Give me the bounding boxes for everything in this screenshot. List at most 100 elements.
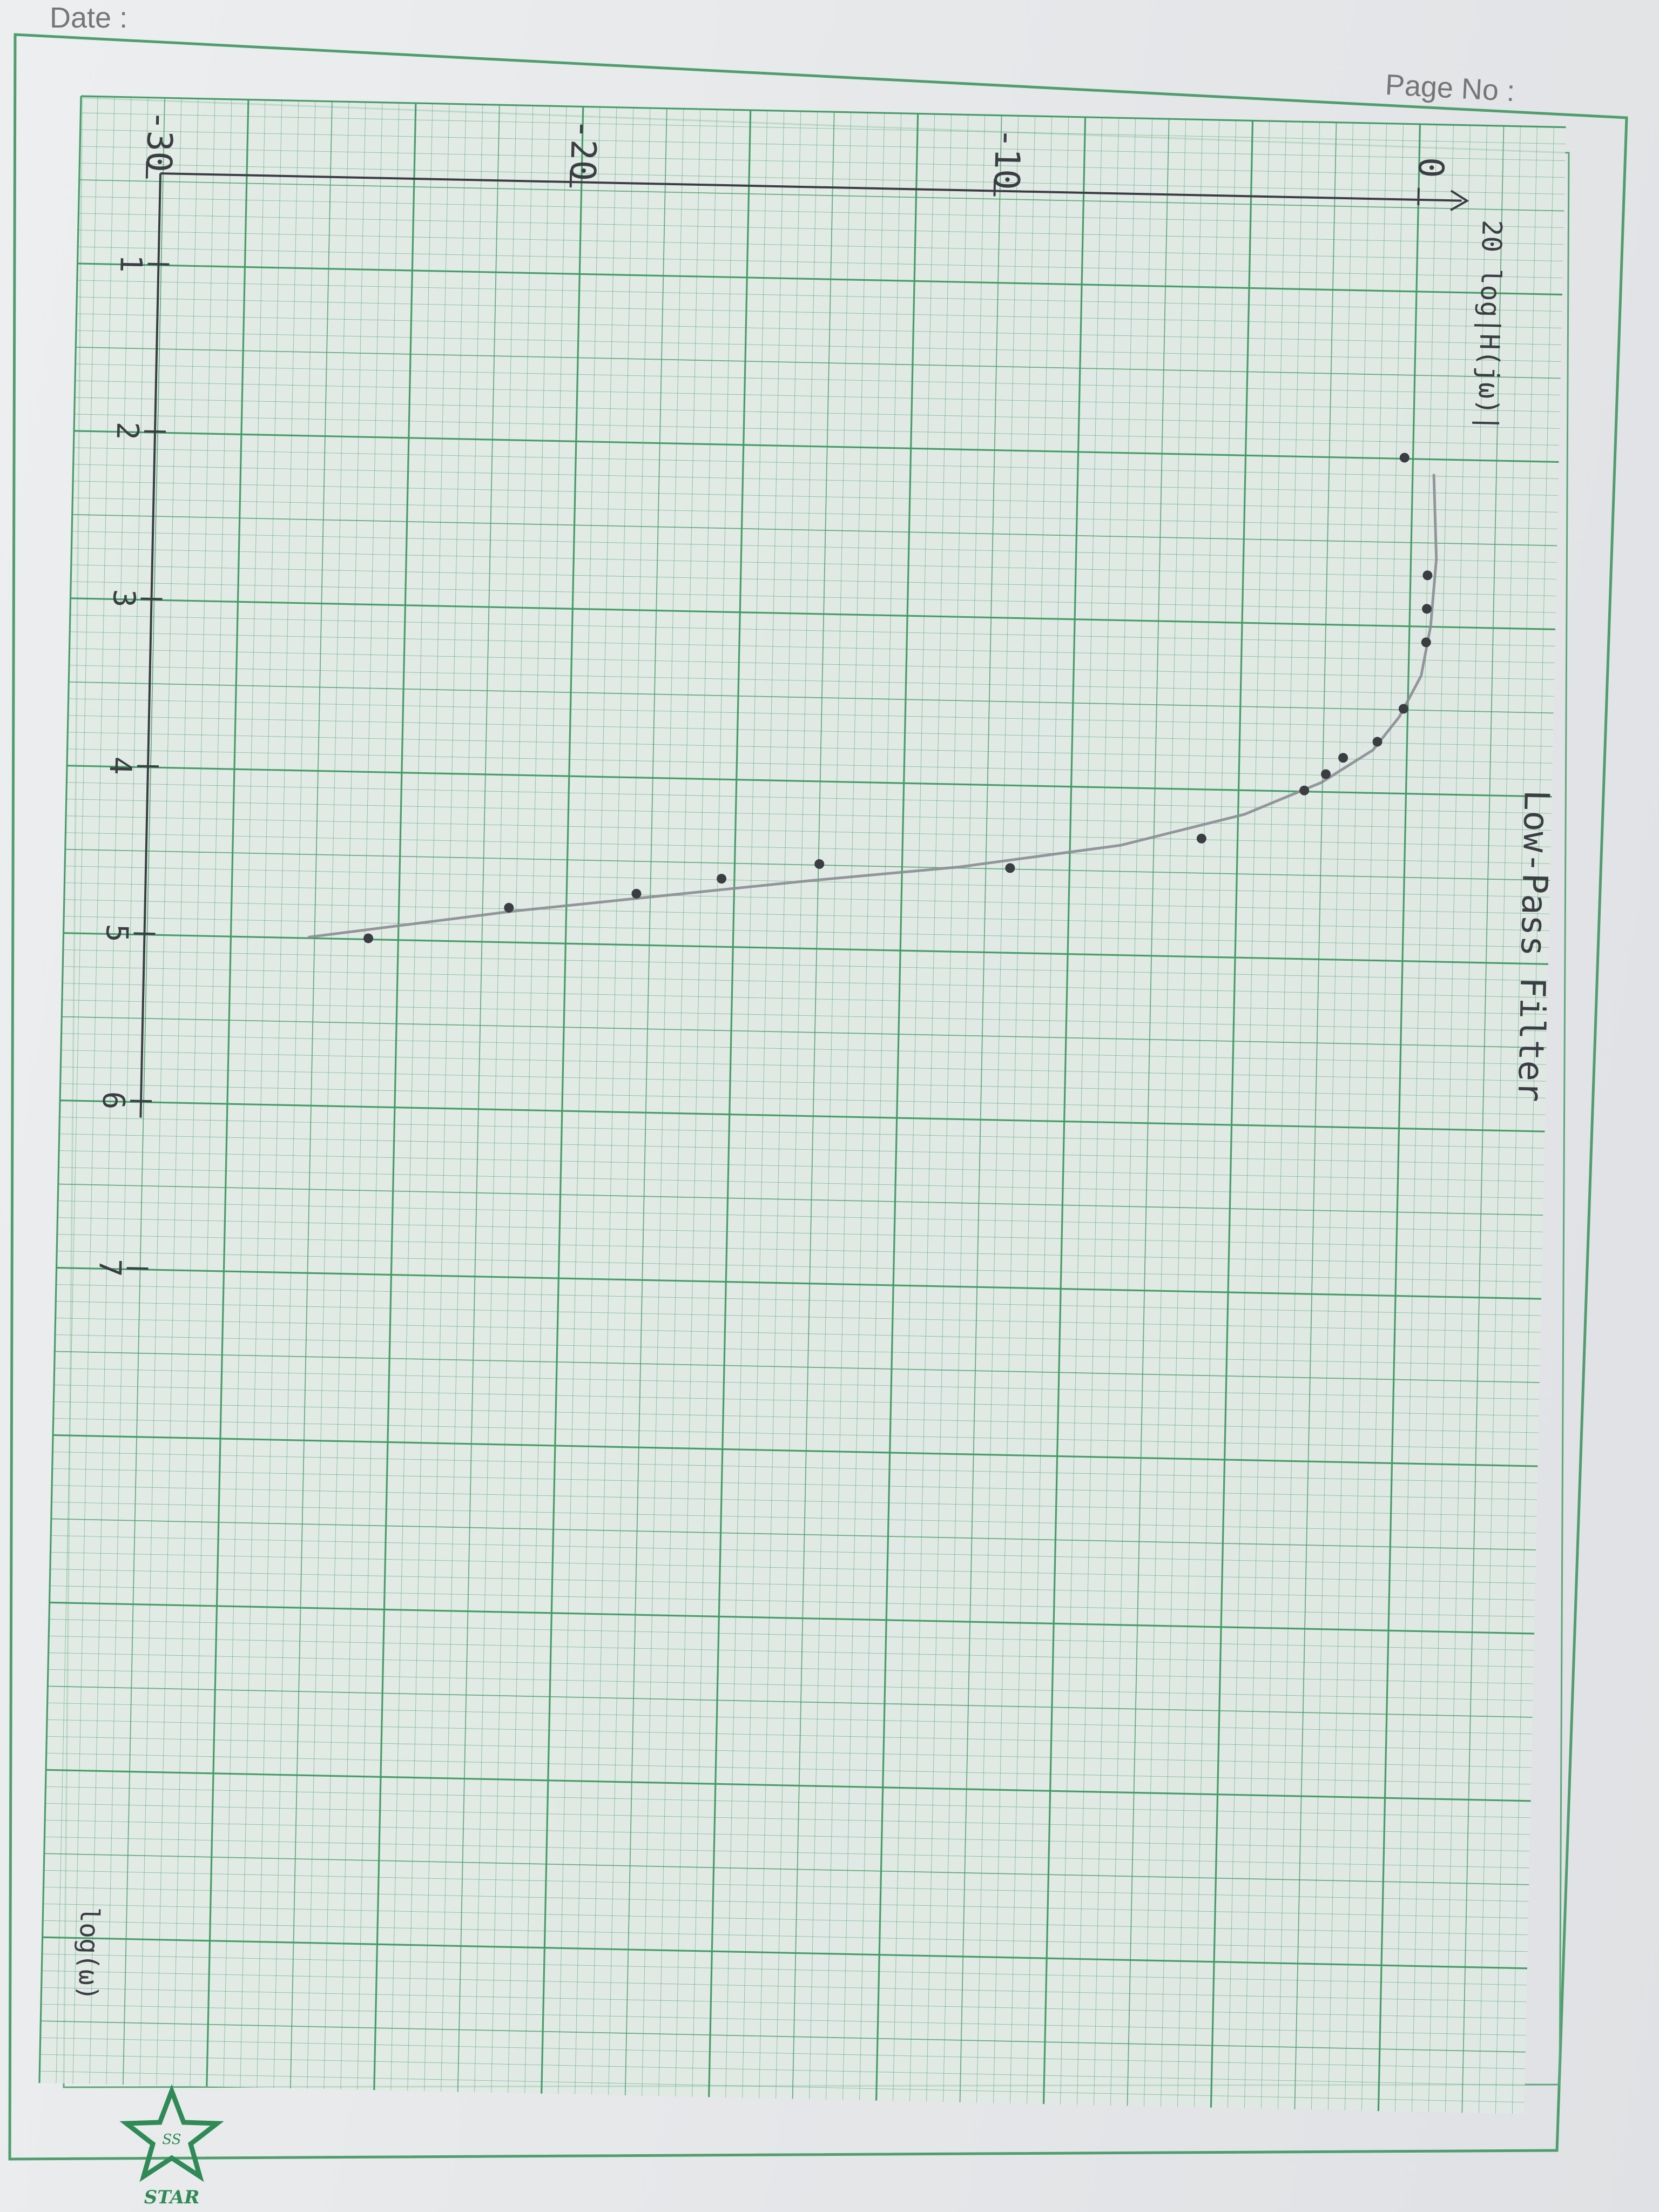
grid-line-h xyxy=(53,1418,1539,1450)
grid-line-h xyxy=(43,1886,1528,1919)
data-point xyxy=(363,933,374,943)
x-tick-label: 6 xyxy=(96,1091,131,1110)
x-tick-label: 1 xyxy=(113,254,149,273)
grid-line-h xyxy=(57,1234,1542,1266)
grid-line-v xyxy=(976,116,1019,2103)
grid-line-v xyxy=(474,105,517,2093)
star-logo: SS STAR xyxy=(119,2084,224,2208)
grid-line-v xyxy=(1161,119,1203,2107)
grid-line-v xyxy=(122,98,165,2085)
grid-line-v xyxy=(591,107,634,2095)
grid-line-v xyxy=(775,111,818,2099)
grid-line-v xyxy=(909,114,952,2101)
grid-line-h xyxy=(42,1953,1527,1986)
fit-curve xyxy=(307,474,1438,939)
grid-line-h xyxy=(73,481,1558,512)
grid-line-h xyxy=(55,1318,1541,1350)
grid-lines xyxy=(38,95,1566,2114)
grid-line-h xyxy=(76,313,1561,345)
grid-line-h xyxy=(73,447,1559,479)
grid-line-h xyxy=(53,1401,1539,1433)
data-point xyxy=(1399,453,1410,463)
grid-line-v xyxy=(173,99,215,2086)
x-tick-mark xyxy=(147,262,170,266)
grid-line-v xyxy=(1277,122,1320,2109)
grid-line-h xyxy=(68,698,1554,730)
grid-line-h xyxy=(48,1652,1534,1684)
grid-line-h xyxy=(52,1468,1537,1500)
grid-line-h xyxy=(65,848,1550,881)
grid-line-h xyxy=(45,1819,1530,1852)
grid-line-h xyxy=(60,1050,1546,1082)
x-tick-label: 7 xyxy=(92,1258,127,1277)
grid-line-v xyxy=(1027,117,1069,2104)
grid-line-v xyxy=(608,108,651,2095)
data-point xyxy=(631,888,642,899)
chart-title: Low-Pass Filter xyxy=(1510,790,1556,1102)
grid-line-v xyxy=(56,96,98,2083)
grid-line-h xyxy=(57,1251,1542,1283)
grid-line-h xyxy=(54,1368,1540,1400)
data-point xyxy=(1421,637,1431,648)
grid-line-h xyxy=(60,1067,1546,1098)
x-tick-label: 3 xyxy=(106,589,141,608)
grid-line-h xyxy=(71,548,1556,579)
grid-line-v xyxy=(273,101,316,2088)
grid-line-v xyxy=(1461,126,1505,2113)
grid-line-h xyxy=(46,1736,1532,1768)
grid-line-h xyxy=(65,832,1550,864)
grid-line-h xyxy=(71,564,1556,596)
grid-line-h xyxy=(59,1134,1545,1165)
grid-line-h xyxy=(52,1451,1537,1483)
grid-line-h xyxy=(44,1870,1529,1902)
grid-line-h xyxy=(49,1635,1534,1668)
grid-line-h xyxy=(45,1786,1530,1818)
grid-line-v xyxy=(38,96,82,2083)
grid-line-v xyxy=(993,116,1036,2103)
grid-line-h xyxy=(48,1685,1533,1718)
grid-line-h xyxy=(52,1485,1537,1517)
grid-line-v xyxy=(1010,116,1053,2103)
grid-line-h xyxy=(50,1585,1535,1617)
x-tick-mark xyxy=(126,1267,149,1270)
page-no-label: Page No : xyxy=(1384,68,1516,108)
brand-initials: SS xyxy=(162,2132,181,2148)
grid-line-h xyxy=(46,1752,1532,1785)
grid-line-h xyxy=(51,1518,1536,1550)
grid-line-h xyxy=(42,1970,1527,2002)
plot-area xyxy=(307,453,1438,943)
grid-line-v xyxy=(1294,122,1337,2109)
grid-line-v xyxy=(223,100,266,2087)
grid-line-h xyxy=(77,296,1562,328)
grid-line-h xyxy=(66,799,1552,831)
grid-line-v xyxy=(106,97,149,2085)
grid-line-v xyxy=(725,110,768,2098)
grid-line-h xyxy=(50,1568,1535,1601)
grid-line-v xyxy=(390,103,433,2090)
x-axis-label: log(ω) xyxy=(72,1907,105,2001)
grid-line-v xyxy=(809,112,852,2100)
data-point xyxy=(1196,833,1206,844)
grid-line-h xyxy=(40,2037,1526,2069)
brand-text: STAR xyxy=(144,2187,200,2208)
grid-line-v xyxy=(1244,121,1286,2108)
grid-line-h xyxy=(49,1601,1535,1635)
grid-line-h xyxy=(58,1201,1543,1232)
grid-line-h xyxy=(53,1434,1538,1467)
grid-line-v xyxy=(1361,124,1404,2111)
data-point xyxy=(814,859,825,869)
grid-line-h xyxy=(78,246,1563,278)
y-tick-label: -30 xyxy=(138,109,179,172)
grid-line-v xyxy=(826,112,868,2100)
y-tick-label: -20 xyxy=(562,118,603,181)
grid-line-v xyxy=(424,104,467,2092)
grid-line-v xyxy=(524,106,567,2094)
grid-line-v xyxy=(240,100,282,2087)
grid-line-h xyxy=(75,380,1560,412)
grid-line-h xyxy=(62,1016,1547,1049)
grid-line-h xyxy=(45,1803,1530,1835)
grid-line-h xyxy=(48,1669,1533,1701)
grid-line-v xyxy=(89,97,132,2085)
grid-line-v xyxy=(926,114,969,2102)
y-axis-line xyxy=(160,172,1462,202)
